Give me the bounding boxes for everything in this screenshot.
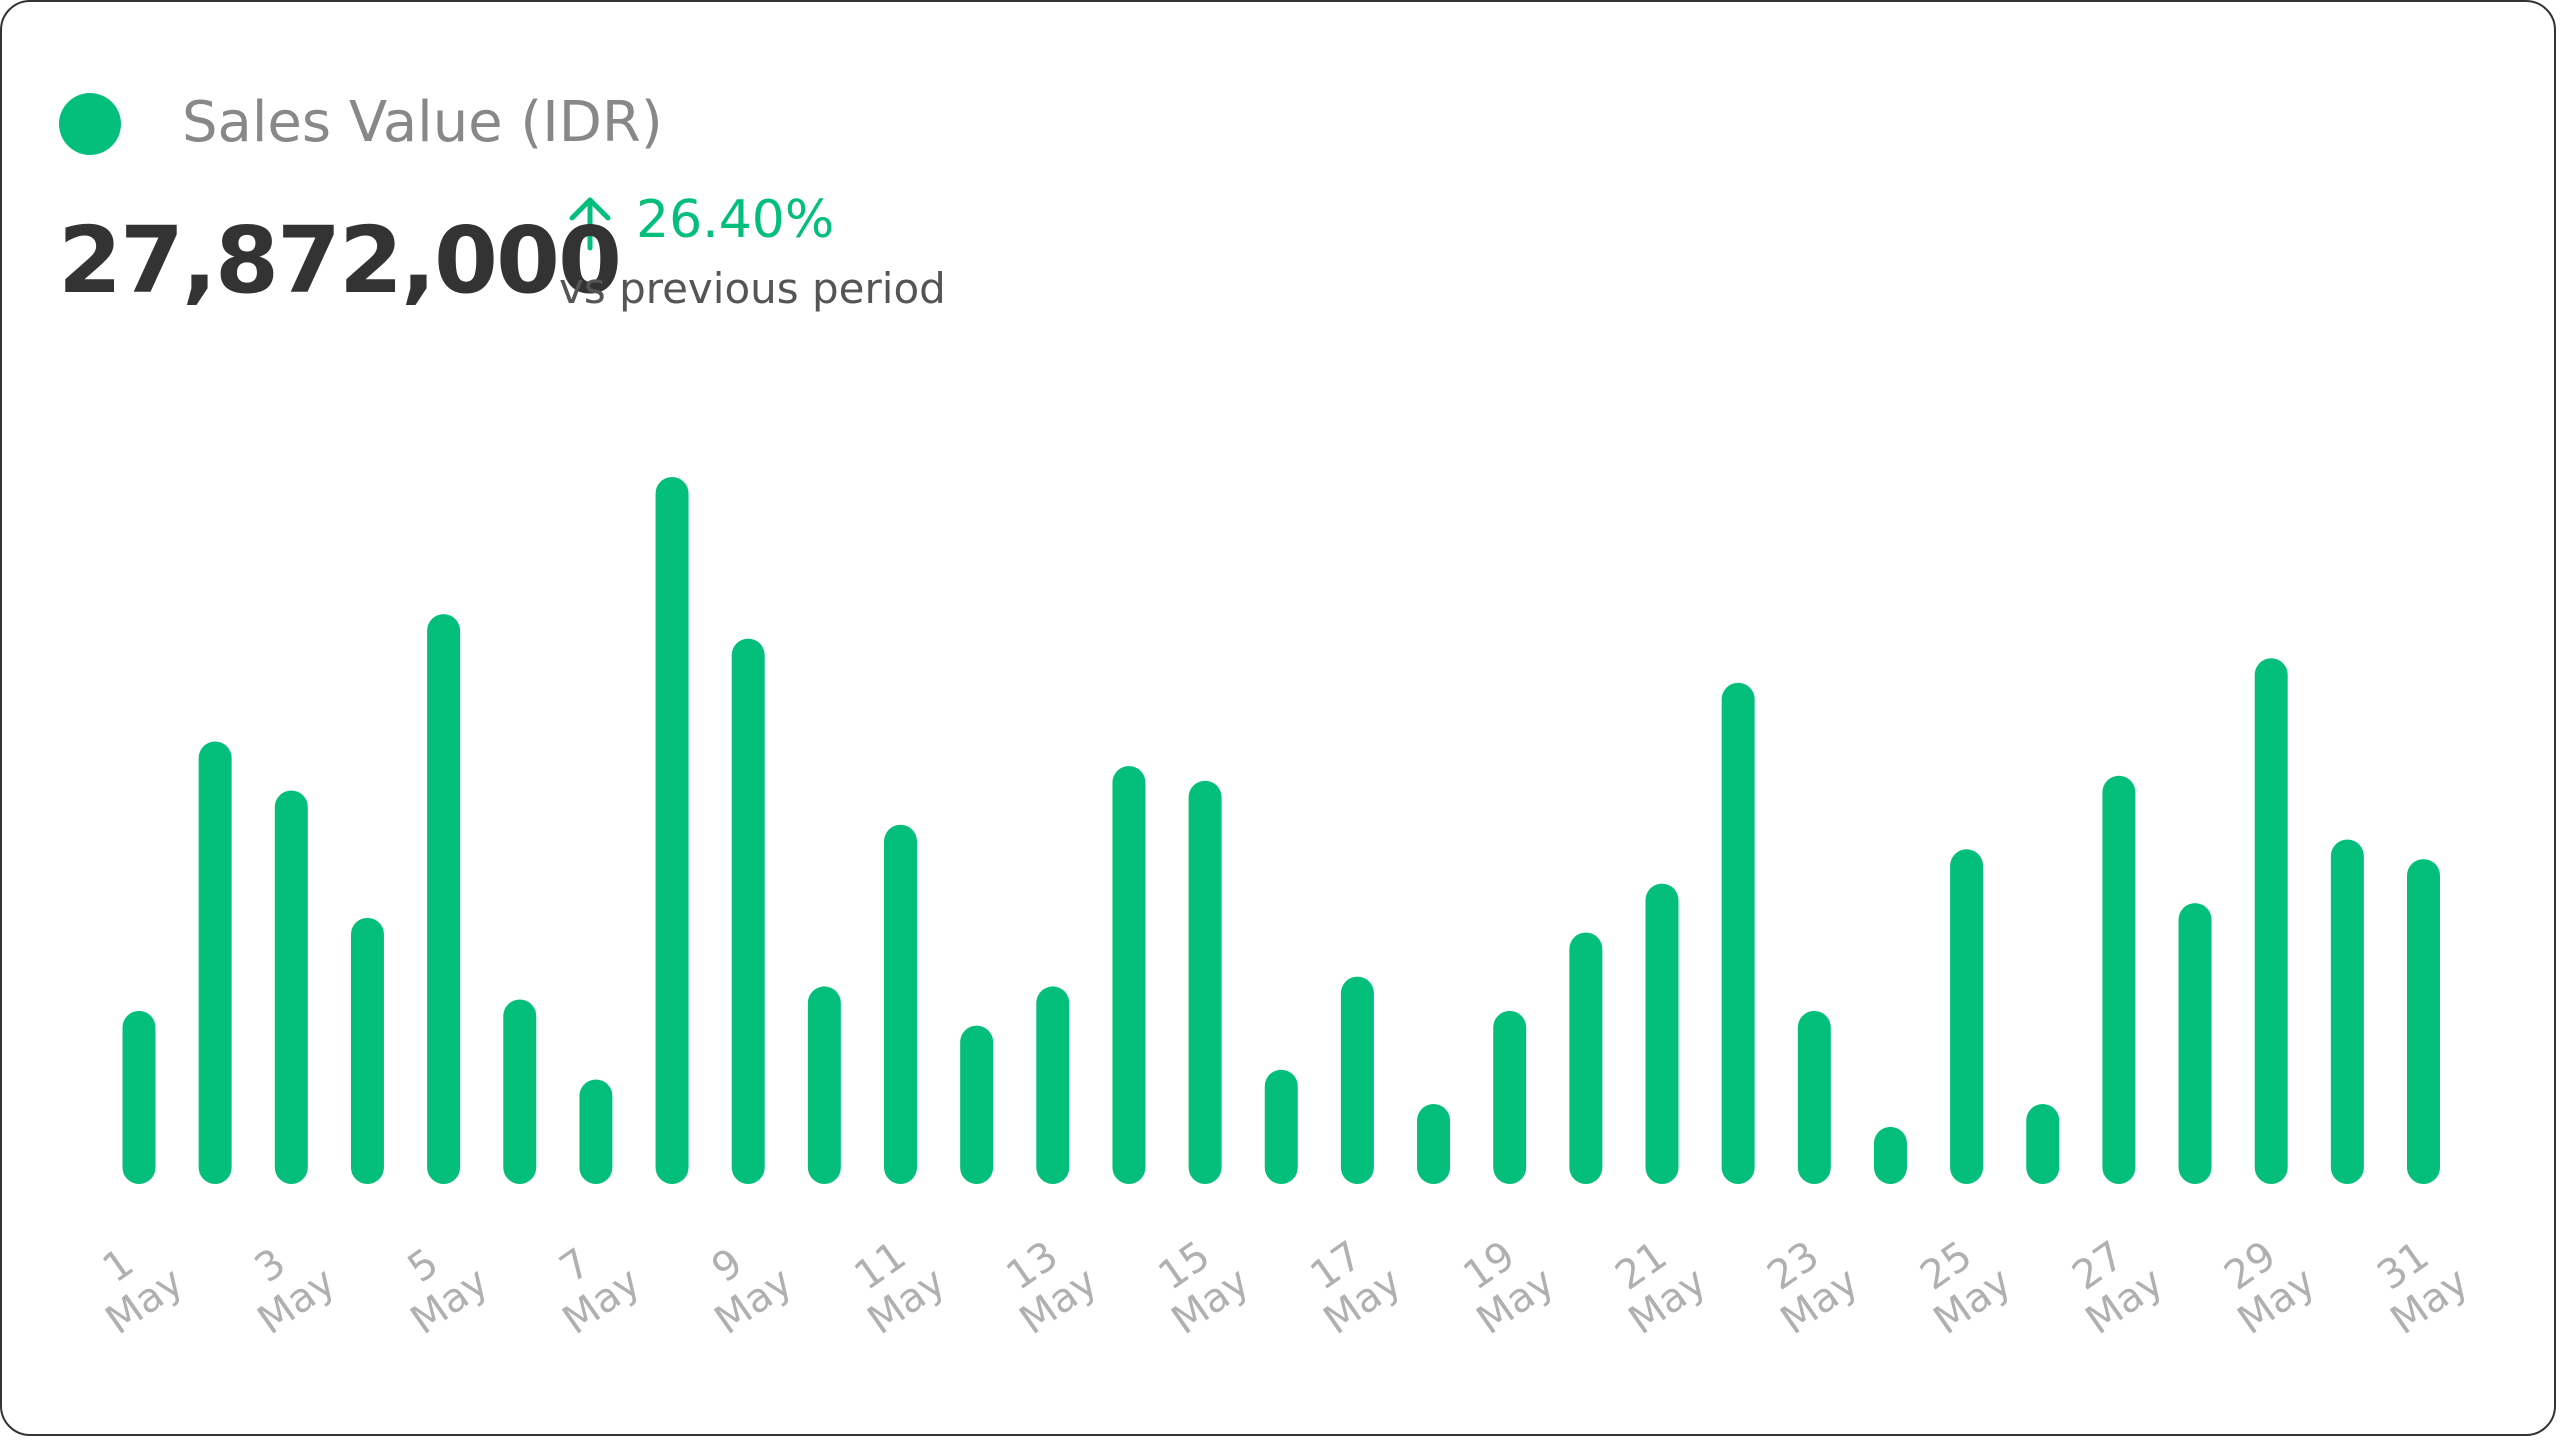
bar	[427, 614, 461, 1184]
bar	[1264, 1069, 1298, 1184]
legend-label: Sales Value (IDR)	[182, 90, 663, 155]
bar	[1569, 932, 1603, 1184]
bar	[1493, 1010, 1527, 1184]
bar	[1188, 780, 1222, 1184]
bar	[884, 824, 917, 1184]
bar	[274, 790, 308, 1184]
bar	[579, 1079, 613, 1184]
bar	[2178, 903, 2212, 1184]
change-note: vs previous period	[559, 264, 946, 313]
change-percent: 26.40%	[636, 190, 835, 250]
bar	[2407, 859, 2440, 1184]
bar	[1950, 849, 1984, 1184]
bar	[1340, 976, 1374, 1184]
bar	[122, 1010, 156, 1184]
bar	[2102, 775, 2136, 1184]
total-value: 27,872,000	[58, 207, 622, 314]
bar	[1112, 766, 1146, 1184]
bar	[655, 477, 689, 1184]
bar	[1721, 682, 1755, 1184]
bar	[2330, 839, 2364, 1184]
bar	[807, 986, 841, 1184]
bar	[2026, 1103, 2060, 1184]
bar	[1417, 1103, 1451, 1184]
bar	[2254, 658, 2288, 1184]
bar	[1797, 1010, 1831, 1184]
bar	[1873, 1126, 1907, 1184]
bar	[350, 917, 384, 1184]
bar	[198, 741, 232, 1184]
legend-dot	[59, 93, 121, 155]
bar	[503, 999, 537, 1184]
bar	[1645, 883, 1679, 1184]
up-arrow	[569, 197, 611, 251]
bar	[731, 638, 765, 1184]
bar	[1036, 986, 1070, 1184]
bar	[960, 1025, 994, 1184]
